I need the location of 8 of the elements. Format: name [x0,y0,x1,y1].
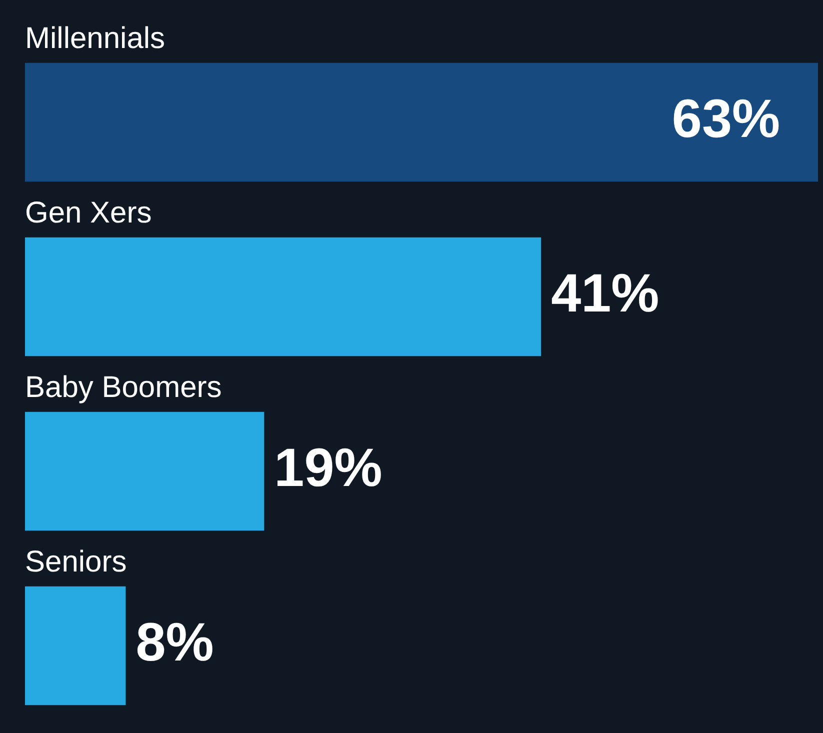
data-label: 19% [274,438,382,498]
data-label: 8% [136,612,214,673]
y-tick-label: Millennials [25,22,166,56]
y-tick-label: Gen Xers [25,196,152,230]
y-tick-label: Seniors [25,546,127,579]
data-label: 41% [551,264,660,324]
y-tick-label: Baby Boomers [25,371,222,404]
data-label: 63% [672,89,780,150]
